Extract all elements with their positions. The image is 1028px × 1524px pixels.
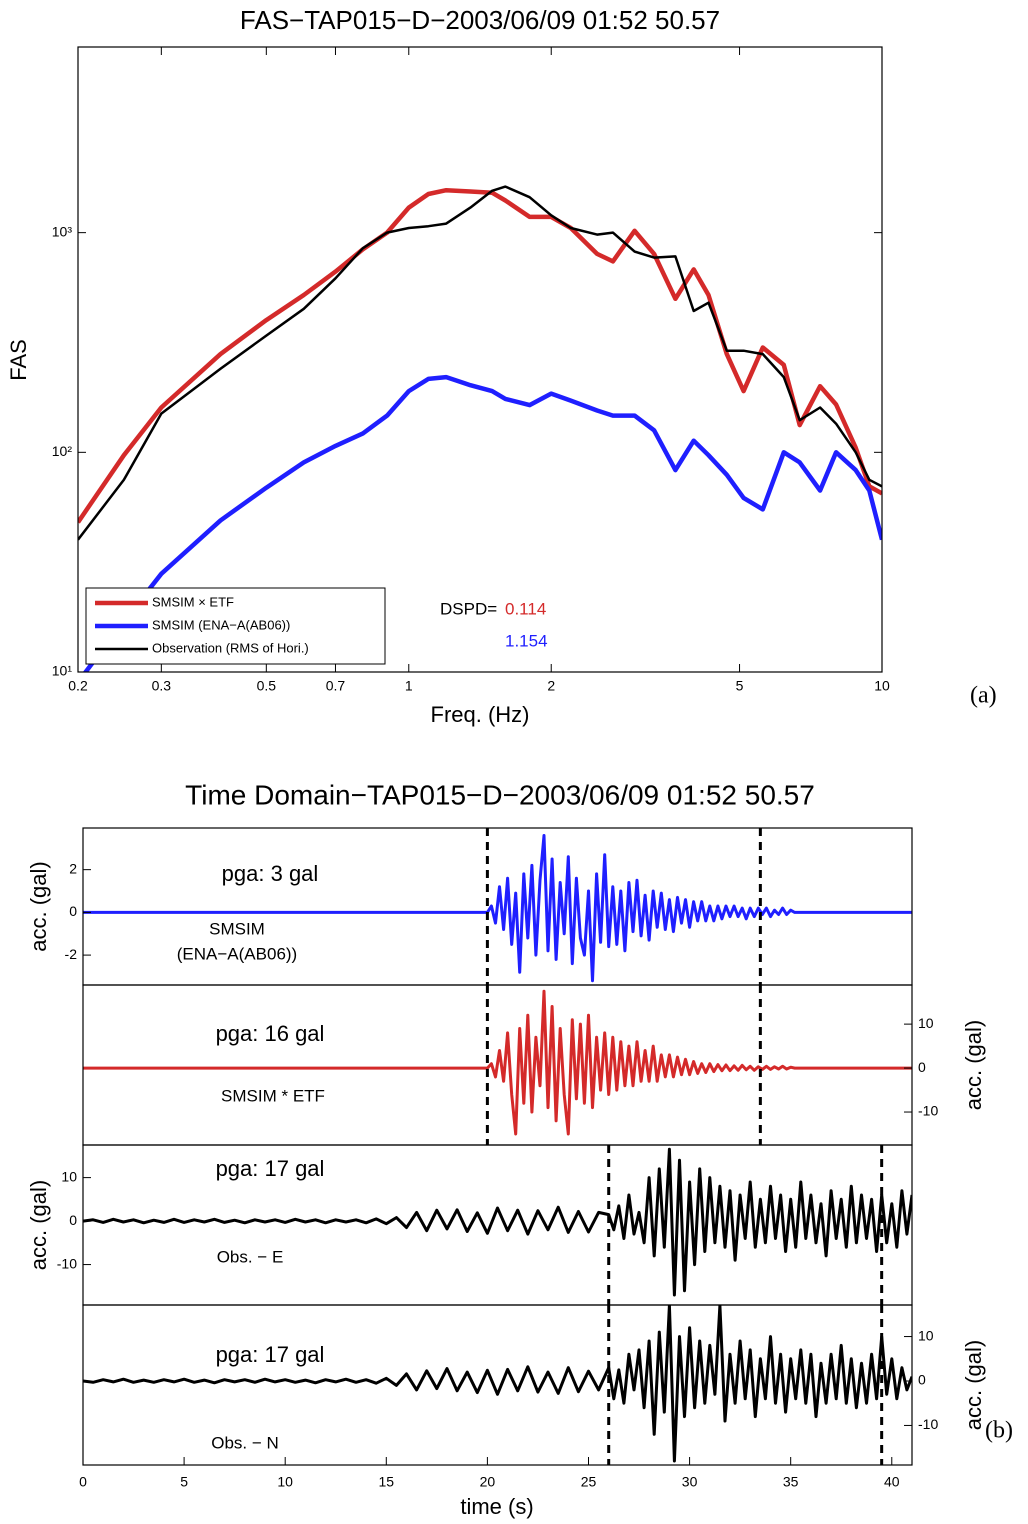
y-tick-label: 0 — [918, 1059, 926, 1075]
trace-note: SMSIM * ETF — [221, 1086, 325, 1105]
pga-label: pga: 3 gal — [222, 861, 319, 886]
y-tick-label: 0 — [69, 903, 77, 919]
y-axis-label: acc. (gal) — [26, 861, 51, 951]
y-tick-label: 10² — [52, 443, 73, 459]
x-tick-label: 30 — [682, 1474, 698, 1490]
y-axis-label: acc. (gal) — [961, 1340, 986, 1430]
y-tick-label: 10 — [61, 1168, 77, 1184]
y-tick-label: 10 — [918, 1327, 934, 1343]
series-line — [78, 185, 882, 541]
x-tick-label: 0 — [79, 1474, 87, 1490]
x-tick-label: 35 — [783, 1474, 799, 1490]
x-axis-label: time (s) — [460, 1494, 533, 1519]
chart-title: Time Domain−TAP015−D−2003/06/09 01:52 50… — [185, 779, 815, 810]
waveform — [83, 834, 912, 983]
series-line — [82, 374, 882, 672]
annotation-value: 1.154 — [505, 631, 548, 650]
trace-note: (ENA−A(AB06)) — [177, 944, 297, 963]
x-tick-label: 15 — [379, 1474, 395, 1490]
panel-plot — [83, 1305, 912, 1463]
waveform — [83, 1147, 912, 1297]
annotation-label: DSPD= — [440, 599, 497, 618]
x-tick-label: 1 — [405, 678, 413, 694]
chart-title: FAS−TAP015−D−2003/06/09 01:52 50.57 — [240, 5, 720, 35]
x-tick-label: 0.3 — [152, 678, 172, 694]
y-tick-label: -2 — [65, 946, 78, 962]
legend-label: SMSIM × ETF — [152, 594, 234, 609]
y-tick-label: 0 — [918, 1372, 926, 1388]
x-tick-label: 20 — [480, 1474, 496, 1490]
x-tick-label: 0.7 — [326, 678, 346, 694]
pga-label: pga: 16 gal — [216, 1021, 325, 1046]
trace-note: Obs. − N — [211, 1433, 279, 1452]
pga-label: pga: 17 gal — [216, 1342, 325, 1367]
y-axis-label: FAS — [6, 339, 31, 381]
x-tick-label: 10 — [277, 1474, 293, 1490]
trace-note: Obs. − E — [217, 1247, 284, 1266]
annotation-value: 0.114 — [505, 599, 546, 618]
x-tick-label: 5 — [736, 678, 744, 694]
x-tick-label: 0.2 — [68, 678, 88, 694]
panel-frame — [82, 1304, 913, 1466]
waveform — [83, 1305, 912, 1463]
x-tick-label: 5 — [180, 1474, 188, 1490]
panel-plot — [83, 834, 912, 983]
series-line — [78, 187, 882, 524]
x-tick-label: 0.5 — [257, 678, 277, 694]
y-axis-label: acc. (gal) — [961, 1020, 986, 1110]
x-tick-label: 10 — [874, 678, 890, 694]
panel-plot — [83, 989, 912, 1136]
y-tick-label: -10 — [918, 1103, 938, 1119]
pga-label: pga: 17 gal — [216, 1156, 325, 1181]
y-tick-label: -10 — [918, 1416, 938, 1432]
y-axis-label: acc. (gal) — [26, 1180, 51, 1270]
x-tick-label: 40 — [884, 1474, 900, 1490]
x-tick-label: 2 — [547, 678, 555, 694]
panel-label: (a) — [970, 683, 997, 709]
waveform — [83, 989, 912, 1136]
legend-label: SMSIM (ENA−A(AB06)) — [152, 617, 290, 632]
panel-label: (b) — [985, 1418, 1013, 1444]
y-tick-label: 10³ — [52, 223, 73, 239]
y-tick-label: -10 — [57, 1255, 77, 1271]
plot-frame — [77, 46, 883, 673]
y-tick-label: 0 — [69, 1212, 77, 1228]
x-tick-label: 25 — [581, 1474, 597, 1490]
panel-plot — [83, 1147, 912, 1297]
y-tick-label: 10 — [918, 1015, 934, 1031]
legend-label: Observation (RMS of Hori.) — [152, 640, 309, 655]
y-tick-label: 10¹ — [52, 663, 73, 679]
plot-area — [78, 185, 882, 672]
y-tick-label: 2 — [69, 860, 77, 876]
trace-note: SMSIM — [209, 919, 265, 938]
x-axis-label: Freq. (Hz) — [431, 702, 530, 727]
